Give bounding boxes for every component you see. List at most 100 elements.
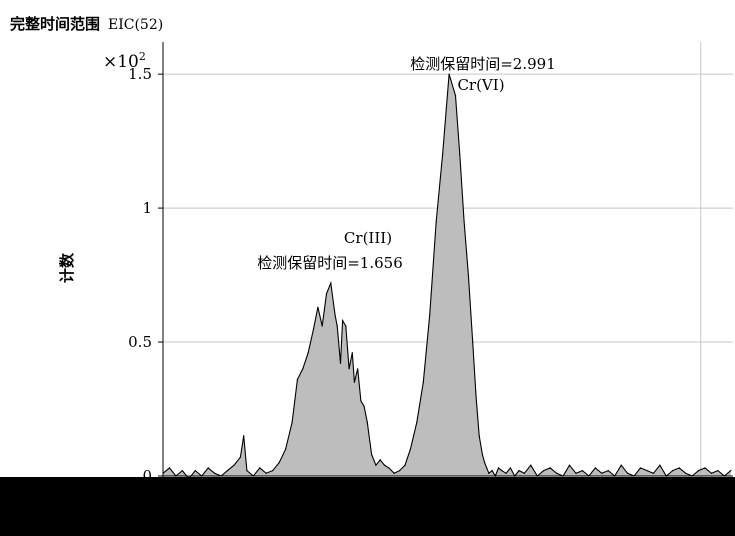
- data-point-49: [404, 464, 406, 466]
- data-point-94: [639, 467, 642, 469]
- data-point-11: [233, 464, 235, 466]
- data-point-55: [442, 153, 444, 156]
- data-point-101: [685, 472, 687, 474]
- y-multiplier: ×102: [103, 50, 146, 72]
- data-point-79: [543, 470, 545, 472]
- data-point-28: [325, 293, 328, 295]
- data-point-48: [399, 470, 401, 472]
- y-axis-title: 计数: [58, 252, 76, 283]
- data-point-81: [556, 472, 558, 474]
- data-point-72: [505, 472, 507, 474]
- data-point-51: [416, 421, 418, 423]
- data-point-84: [575, 472, 577, 474]
- data-point-50: [409, 448, 411, 450]
- peak-name-cr6: Cr(VI): [457, 76, 504, 94]
- data-point-29: [330, 282, 332, 284]
- data-point-47: [393, 472, 395, 474]
- data-point-91: [620, 464, 622, 466]
- data-point-1: [168, 467, 171, 469]
- data-point-18: [272, 470, 274, 472]
- y-tick-label-0: 0: [142, 467, 152, 485]
- data-point-8: [214, 472, 216, 474]
- data-point-19: [278, 461, 280, 464]
- data-point-73: [509, 467, 511, 469]
- data-point-5: [194, 470, 196, 472]
- peak-rt-cr6: 检测保留时间=2.991: [410, 55, 556, 73]
- data-point-12: [239, 456, 242, 458]
- data-point-58: [459, 153, 461, 156]
- data-point-54: [435, 220, 437, 223]
- data-point-70: [497, 467, 500, 469]
- data-point-87: [594, 467, 596, 469]
- data-point-14: [246, 470, 248, 472]
- data-point-97: [659, 464, 661, 466]
- eic-label: EIC(52): [108, 17, 163, 33]
- data-point-66: [486, 467, 488, 469]
- data-point-106: [717, 470, 719, 472]
- data-point-77: [530, 464, 532, 466]
- data-point-92: [627, 472, 629, 474]
- data-point-36: [351, 352, 353, 354]
- data-point-89: [607, 470, 609, 472]
- data-point-31: [336, 325, 338, 327]
- data-point-62: [475, 395, 477, 397]
- data-point-21: [291, 421, 293, 423]
- data-point-57: [454, 94, 457, 97]
- data-point-33: [342, 319, 344, 322]
- data-point-20: [285, 448, 287, 450]
- data-point-105: [710, 472, 713, 474]
- data-point-42: [371, 453, 373, 456]
- peak-name-cr3: Cr(III): [344, 229, 392, 247]
- data-point-34: [345, 325, 347, 327]
- data-point-99: [672, 470, 674, 472]
- data-point-13: [243, 435, 245, 437]
- data-point-39: [360, 400, 362, 402]
- data-area: [162, 73, 732, 480]
- data-point-24: [307, 352, 309, 354]
- data-point-67: [488, 472, 490, 474]
- series-fill: [163, 74, 731, 479]
- data-point-104: [704, 467, 706, 469]
- data-point-53: [429, 314, 431, 316]
- peak-rt-cr3: 检测保留时间=1.656: [257, 254, 403, 272]
- data-point-22: [296, 378, 299, 381]
- data-point-27: [321, 325, 323, 327]
- data-point-30: [334, 314, 336, 316]
- data-point-16: [259, 467, 261, 469]
- data-point-41: [366, 421, 368, 423]
- peak-annotations: Cr(III) 检测保留时间=1.656 检测保留时间=2.991 Cr(VI): [257, 55, 556, 272]
- range-label: 完整时间范围: [10, 15, 100, 33]
- data-point-37: [353, 381, 356, 383]
- data-point-63: [478, 435, 480, 437]
- data-point-76: [523, 472, 525, 474]
- data-point-88: [601, 472, 603, 474]
- data-point-32: [339, 362, 342, 365]
- data-point-25: [312, 328, 315, 330]
- data-point-3: [181, 470, 183, 472]
- data-point-60: [467, 274, 470, 276]
- data-point-45: [383, 464, 386, 466]
- data-point-68: [491, 470, 493, 472]
- data-point-71: [501, 470, 503, 472]
- data-point-40: [363, 405, 365, 407]
- data-point-75: [518, 470, 520, 472]
- data-point-65: [483, 461, 486, 464]
- data-point-46: [388, 467, 390, 469]
- y-tick-label-2: 1: [142, 199, 152, 217]
- data-point-43: [375, 464, 377, 466]
- data-point-35: [348, 368, 350, 370]
- data-point-95: [646, 470, 648, 472]
- data-point-83: [568, 464, 571, 466]
- data-point-85: [581, 470, 584, 472]
- data-point-61: [472, 341, 474, 343]
- data-point-38: [357, 368, 359, 370]
- y-tick-label-1: 0.5: [128, 333, 152, 351]
- y-tick-label-3: 1.5: [128, 65, 152, 83]
- data-point-10: [226, 470, 229, 472]
- data-point-103: [697, 470, 700, 472]
- redaction-bar: [0, 477, 735, 536]
- data-point-108: [730, 470, 732, 472]
- data-point-100: [678, 467, 680, 469]
- y-ticks: 0 0.5 1 1.5: [128, 65, 163, 485]
